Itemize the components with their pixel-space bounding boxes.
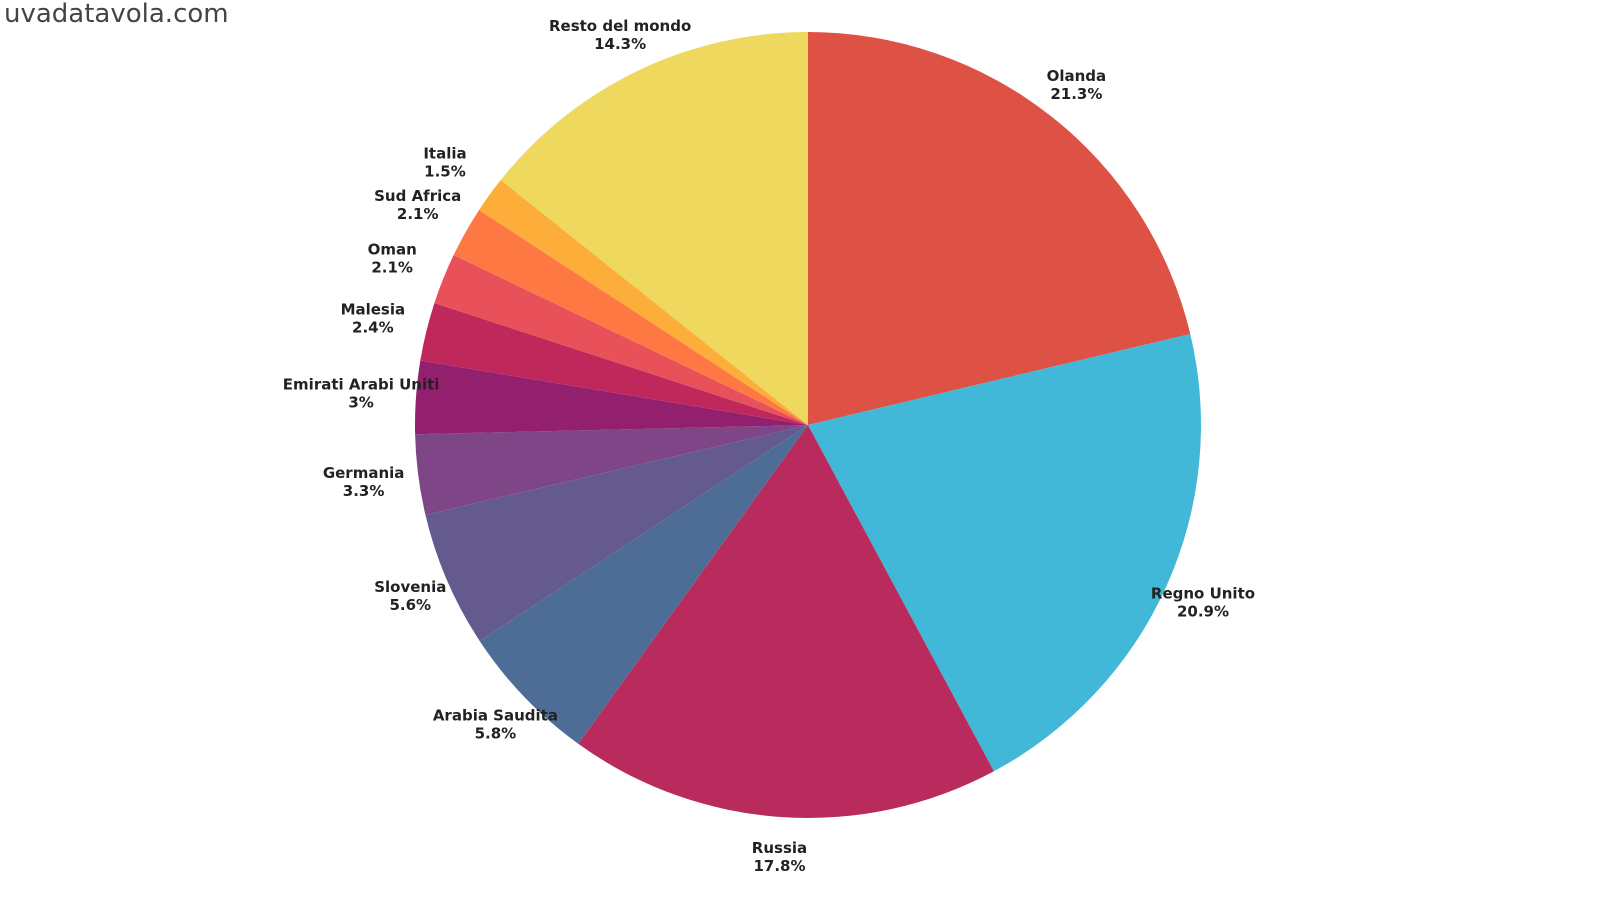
slice-value: 2.4%: [352, 318, 394, 336]
slice-name: Italia: [423, 144, 466, 162]
pie-slice: [479, 425, 808, 744]
slice-value: 17.8%: [753, 857, 805, 875]
slice-value: 2.1%: [397, 205, 439, 223]
pie-slice: [479, 179, 808, 425]
slice-label: Olanda 21.3%: [1047, 67, 1107, 103]
slice-label: Italia 1.5%: [423, 144, 466, 180]
pie-slice: [415, 360, 808, 435]
slice-label: Oman 2.1%: [368, 240, 417, 276]
slice-name: Olanda: [1047, 67, 1107, 85]
pie-slice: [808, 333, 1201, 772]
slice-value: 21.3%: [1050, 85, 1102, 103]
slice-label: Slovenia 5.6%: [374, 578, 446, 614]
pie-slice: [434, 255, 808, 425]
slice-value: 1.5%: [424, 162, 466, 180]
slice-name: Malesia: [341, 300, 406, 318]
slice-name: Russia: [752, 839, 807, 857]
slice-name: Germania: [323, 464, 405, 482]
pie-slice: [808, 32, 1191, 425]
slice-value: 3%: [348, 393, 373, 411]
slice-label: Arabia Saudita 5.8%: [433, 707, 558, 743]
slice-value: 20.9%: [1177, 602, 1229, 620]
logo: uvadatavola.com: [4, 0, 229, 29]
slice-label: Russia 17.8%: [752, 839, 807, 875]
slice-name: Regno Unito: [1151, 584, 1255, 602]
slice-name: Arabia Saudita: [433, 707, 558, 725]
slice-value: 2.1%: [371, 258, 413, 276]
slice-label: Emirati Arabi Uniti 3%: [283, 375, 440, 411]
slice-name: Sud Africa: [374, 187, 461, 205]
slice-value: 14.3%: [594, 35, 646, 53]
pie-slice: [420, 303, 808, 425]
pie-slice: [415, 425, 808, 515]
slice-name: Resto del mondo: [549, 17, 691, 35]
slice-value: 3.3%: [343, 482, 385, 500]
pie-slice: [453, 209, 808, 425]
slice-label: Resto del mondo 14.3%: [549, 17, 691, 53]
slice-label: Germania 3.3%: [323, 464, 405, 500]
slice-name: Slovenia: [374, 578, 446, 596]
pie-slice: [578, 425, 994, 818]
slice-value: 5.8%: [475, 725, 517, 743]
slice-label: Regno Unito 20.9%: [1151, 584, 1255, 620]
slice-name: Emirati Arabi Uniti: [283, 375, 440, 393]
slice-label: Sud Africa 2.1%: [374, 187, 461, 223]
pie-slice: [500, 32, 808, 425]
pie-slice: [425, 425, 808, 642]
slice-value: 5.6%: [389, 596, 431, 614]
slice-label: Malesia 2.4%: [341, 300, 406, 336]
slice-name: Oman: [368, 240, 417, 258]
